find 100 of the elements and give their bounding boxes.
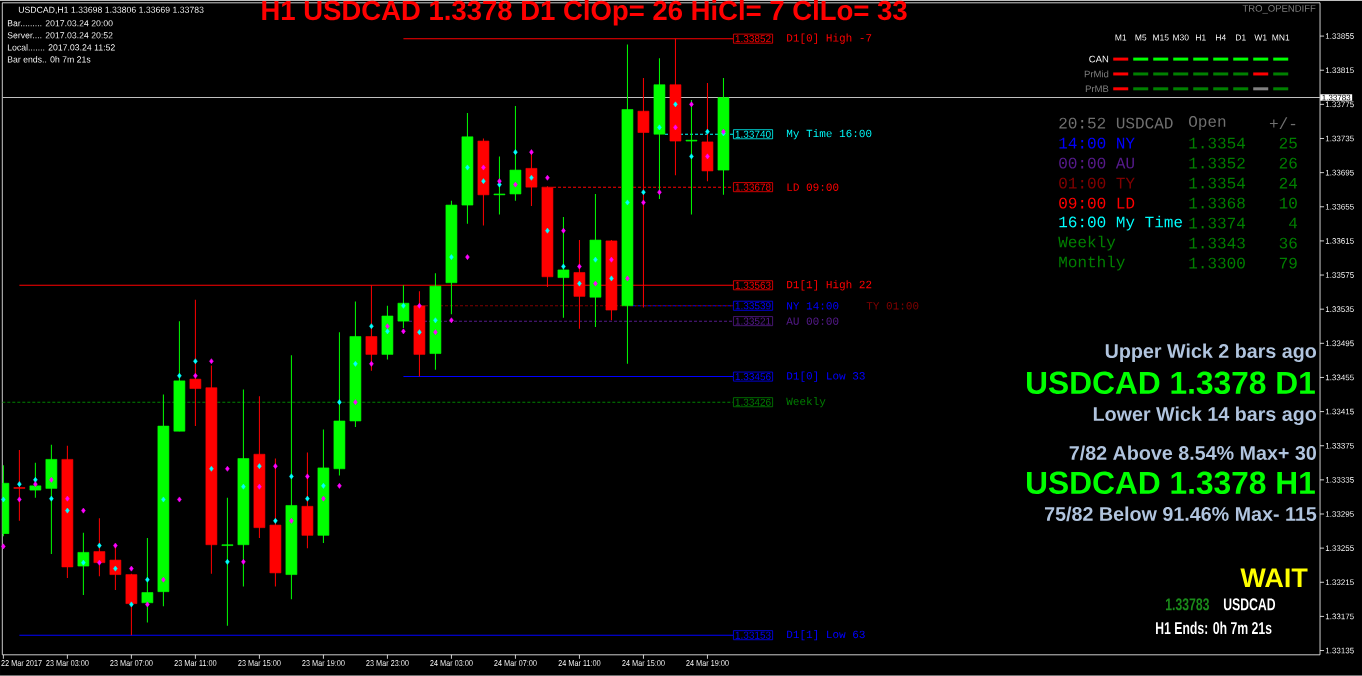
annotation: 1.3354 xyxy=(1189,177,1246,189)
legend-label: Weekly xyxy=(786,397,826,408)
annotation: Monthly xyxy=(1059,255,1125,271)
annotation: 1.3354 xyxy=(1189,137,1246,149)
annotation: Local....... 2017.03.24 11:52 xyxy=(7,44,115,51)
annotation: 4 xyxy=(1289,217,1298,229)
y-tick-label: 1.33135 xyxy=(1325,647,1354,654)
x-tick-label: 22 Mar 2017 xyxy=(1,660,42,667)
annotation: Bar......... 2017.03.24 20:00 xyxy=(7,20,113,27)
annotation: H1 Ends: 0h 7m 21s xyxy=(1156,621,1272,635)
annotation: 10 xyxy=(1279,197,1297,209)
annotation: +/- xyxy=(1269,117,1296,130)
legend-label: LD 09:00 xyxy=(787,183,839,191)
annotation: 16:00 My Time xyxy=(1059,215,1182,231)
data-label: 1.33852 xyxy=(735,35,771,43)
x-tick-label: 23 Mar 11:00 xyxy=(174,660,217,667)
annotation: 1.3343 xyxy=(1189,237,1245,249)
x-tick-label: 24 Mar 11:00 xyxy=(558,660,601,667)
y-tick-label: 1.33815 xyxy=(1325,67,1354,74)
y-tick-label: 1.33375 xyxy=(1325,442,1354,449)
annotation: 26 xyxy=(1279,157,1297,169)
annotation: 36 xyxy=(1279,237,1297,249)
category-label: PrMid xyxy=(1084,70,1109,78)
annotation: 24 xyxy=(1279,177,1298,189)
category-label: M1 xyxy=(1115,34,1127,41)
text: TY 01:00 xyxy=(866,302,919,310)
annotation: USDCAD 1.3378 H1 xyxy=(1027,471,1315,495)
legend-label: D1[1] High 22 xyxy=(787,280,872,291)
annotation: 14:00 NY xyxy=(1059,137,1135,149)
y-tick-label: 1.33775 xyxy=(1325,101,1354,108)
y-tick-label: 1.33615 xyxy=(1325,238,1354,244)
annotation: 1.3352 xyxy=(1189,157,1245,169)
annotation: USDCAD,H1 1.33698 1.33806 1.33669 1.33783 xyxy=(18,6,204,14)
annotation: WAIT xyxy=(1240,568,1308,588)
data-label: 1.33740 xyxy=(735,130,771,138)
x-tick-label: 23 Mar 19:00 xyxy=(302,660,345,667)
y-tick-label: 1.33575 xyxy=(1325,272,1354,278)
annotation: 1.3368 xyxy=(1189,197,1245,209)
annotation: 75/82 Below 91.46% Max- 115 xyxy=(1044,506,1317,522)
chart-title: H1 USDCAD 1.3378 D1 ClOp= 26 HiCl= 7 ClLo= 33 xyxy=(262,0,907,26)
x-tick-label: 23 Mar 15:00 xyxy=(238,660,281,667)
y-tick-label: 1.33695 xyxy=(1325,169,1354,176)
annotation: 7/82 Above 8.54% Max+ 30 xyxy=(1069,445,1316,461)
y-tick-label: 1.33255 xyxy=(1325,545,1354,552)
y-tick-label: 1.33495 xyxy=(1325,340,1354,347)
category-label: MN1 xyxy=(1272,34,1290,41)
data-label: 1.33521 xyxy=(735,317,771,325)
data-label: 1.33456 xyxy=(735,373,771,381)
y-tick-label: 1.33535 xyxy=(1325,306,1354,313)
category-label: M30 xyxy=(1173,34,1189,41)
annotation: 1.33783 xyxy=(1165,598,1210,611)
y-tick-label: 1.33735 xyxy=(1325,135,1354,142)
category-label: H4 xyxy=(1216,34,1226,41)
legend-label: D1[0] Low 33 xyxy=(787,371,865,382)
annotation: 20:52 USDCAD xyxy=(1059,117,1173,129)
y-tick-label: 1.33215 xyxy=(1325,579,1354,586)
annotation: 01:00 TY xyxy=(1059,177,1135,189)
category-label: D1 xyxy=(1236,34,1246,41)
data-label: 1.33539 xyxy=(735,302,771,310)
annotation: 79 xyxy=(1279,257,1297,269)
annotation: 09:00 LD xyxy=(1059,197,1135,209)
y-tick-label: 1.33175 xyxy=(1325,613,1354,620)
ref-line-label: 1.33783 xyxy=(1322,94,1351,101)
annotation: Open xyxy=(1189,116,1226,131)
x-tick-label: 23 Mar 23:00 xyxy=(366,660,409,667)
annotation: Bar ends.. 0h 7m 21s xyxy=(7,56,91,63)
legend-label: D1[1] Low 63 xyxy=(787,630,865,641)
annotation: 25 xyxy=(1279,137,1297,149)
category-label: PrMB xyxy=(1085,85,1109,93)
annotation: USDCAD xyxy=(1223,598,1276,611)
category-label: CAN xyxy=(1089,55,1109,63)
data-label: 1.33153 xyxy=(735,631,771,639)
y-tick-label: 1.33855 xyxy=(1325,33,1354,40)
legend-label: D1[0] High -7 xyxy=(787,33,872,44)
legend-label: AU 00:00 xyxy=(786,317,839,325)
x-tick-label: 24 Mar 07:00 xyxy=(494,660,537,667)
x-tick-label: 23 Mar 07:00 xyxy=(110,660,153,667)
data-label: 1.33563 xyxy=(735,281,771,289)
annotation: Server.... 2017.03.24 20:52 xyxy=(7,32,113,39)
data-label: 1.33678 xyxy=(735,183,771,191)
y-tick-label: 1.33415 xyxy=(1325,408,1354,415)
x-tick-label: 23 Mar 03:00 xyxy=(46,660,89,667)
annotation: Weekly xyxy=(1058,235,1116,251)
annotation: 1.3374 xyxy=(1189,217,1246,229)
category-label: M5 xyxy=(1135,34,1147,41)
annotation: 1.3300 xyxy=(1189,257,1245,269)
category-label: W1 xyxy=(1254,34,1267,41)
y-tick-label: 1.33455 xyxy=(1325,374,1354,381)
annotation: Lower Wick 14 bars ago xyxy=(1093,406,1317,426)
x-tick-label: 24 Mar 03:00 xyxy=(430,660,473,667)
category-label: M15 xyxy=(1153,34,1169,41)
annotation: 00:00 AU xyxy=(1059,157,1134,169)
y-tick-label: 1.33655 xyxy=(1325,204,1354,210)
x-tick-label: 24 Mar 15:00 xyxy=(622,660,665,667)
legend-label: My Time 16:00 xyxy=(786,129,872,140)
annotation: Upper Wick 2 bars ago xyxy=(1105,343,1317,363)
x-tick-label: 24 Mar 19:00 xyxy=(686,660,729,667)
legend-label: NY 14:00 xyxy=(787,302,839,310)
y-tick-label: 1.33335 xyxy=(1325,477,1354,483)
data-label: 1.33426 xyxy=(735,398,771,406)
